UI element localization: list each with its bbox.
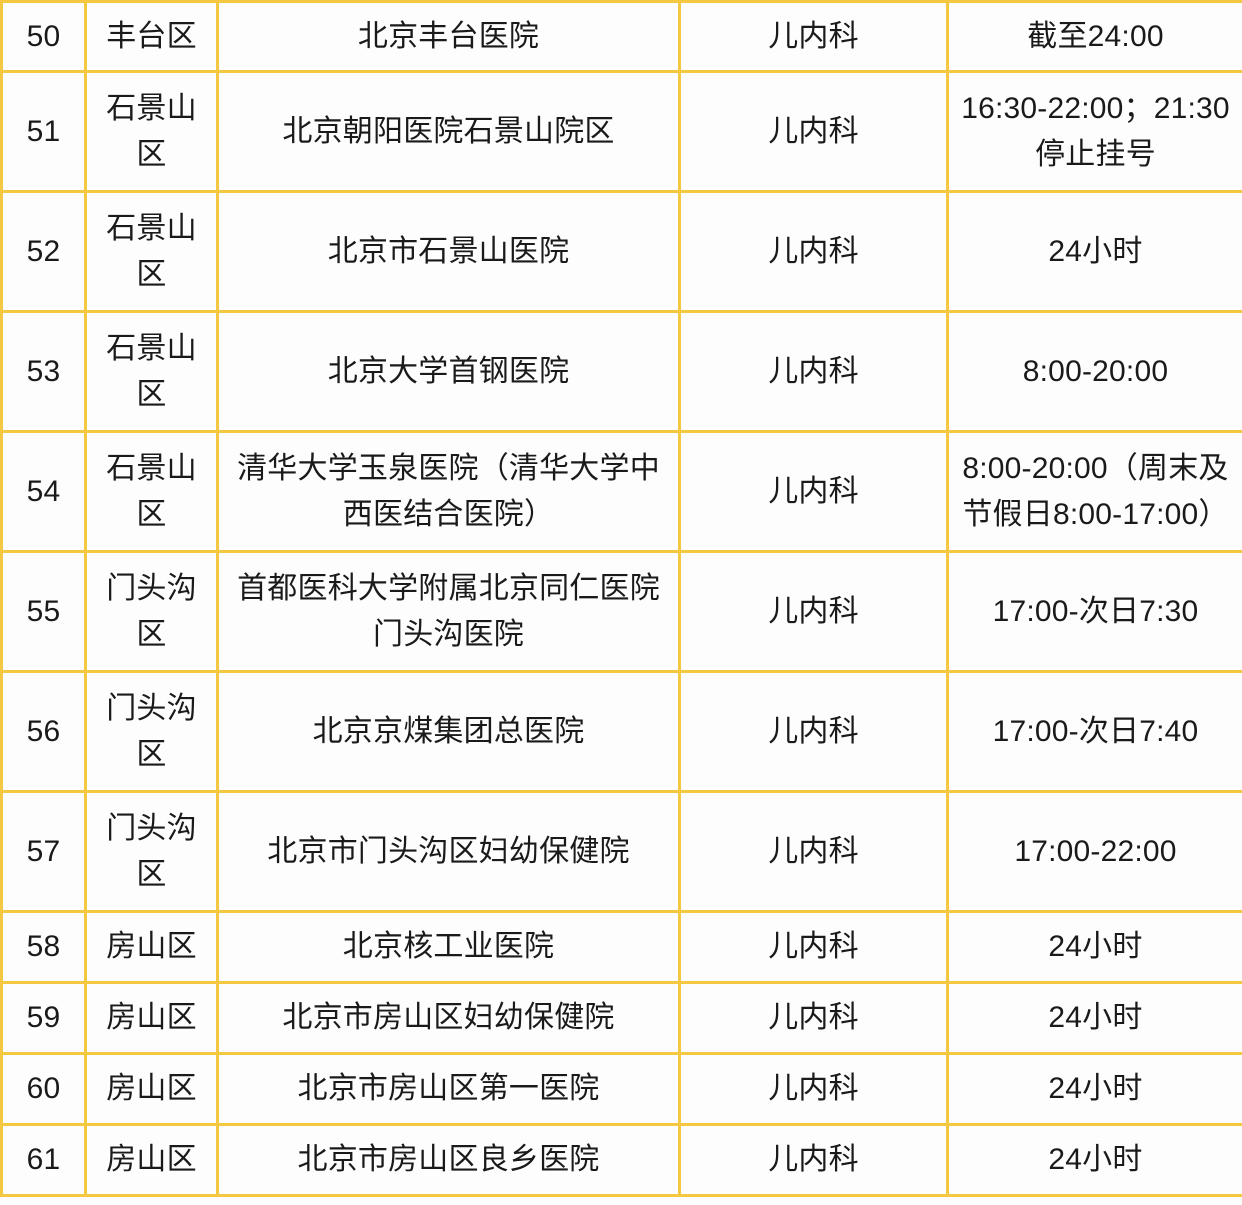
cell-index: 55 xyxy=(0,550,87,673)
cell-index: 61 xyxy=(0,1123,87,1197)
cell-hospital: 北京核工业医院 xyxy=(216,910,681,984)
table-row: 51 石景山区 北京朝阳医院石景山院区 儿内科 16:30-22:00；21:30停止挂… xyxy=(0,70,1242,193)
cell-index: 50 xyxy=(0,0,87,73)
cell-district: 房山区 xyxy=(84,981,219,1055)
table-row: 50 丰台区 北京丰台医院 儿内科 截至24:00 xyxy=(0,0,1242,73)
cell-department: 儿内科 xyxy=(678,670,949,793)
cell-index: 60 xyxy=(0,1052,87,1126)
cell-hours: 8:00-20:00 xyxy=(946,310,1242,433)
cell-department: 儿内科 xyxy=(678,1123,949,1197)
cell-department: 儿内科 xyxy=(678,790,949,913)
cell-hours: 17:00-次日7:30 xyxy=(946,550,1242,673)
cell-district: 石景山区 xyxy=(84,70,219,193)
cell-department: 儿内科 xyxy=(678,910,949,984)
cell-district: 门头沟区 xyxy=(84,670,219,793)
table-row: 58 房山区 北京核工业医院 儿内科 24小时 xyxy=(0,910,1242,984)
cell-department: 儿内科 xyxy=(678,981,949,1055)
cell-hours: 24小时 xyxy=(946,190,1242,313)
cell-hours: 24小时 xyxy=(946,981,1242,1055)
cell-district: 石景山区 xyxy=(84,430,219,553)
cell-department: 儿内科 xyxy=(678,310,949,433)
cell-district: 门头沟区 xyxy=(84,550,219,673)
cell-district: 房山区 xyxy=(84,1052,219,1126)
table-row: 53 石景山区 北京大学首钢医院 儿内科 8:00-20:00 xyxy=(0,310,1242,433)
cell-index: 58 xyxy=(0,910,87,984)
cell-hours: 24小时 xyxy=(946,1123,1242,1197)
cell-hospital: 清华大学玉泉医院（清华大学中西医结合医院） xyxy=(216,430,681,553)
cell-department: 儿内科 xyxy=(678,70,949,193)
cell-district: 房山区 xyxy=(84,910,219,984)
cell-district: 石景山区 xyxy=(84,190,219,313)
table-row: 57 门头沟区 北京市门头沟区妇幼保健院 儿内科 17:00-22:00 xyxy=(0,790,1242,913)
cell-index: 57 xyxy=(0,790,87,913)
cell-hours: 17:00-次日7:40 xyxy=(946,670,1242,793)
cell-hospital: 首都医科大学附属北京同仁医院门头沟医院 xyxy=(216,550,681,673)
cell-hospital: 北京大学首钢医院 xyxy=(216,310,681,433)
cell-index: 53 xyxy=(0,310,87,433)
cell-index: 54 xyxy=(0,430,87,553)
cell-hours: 17:00-22:00 xyxy=(946,790,1242,913)
cell-hospital: 北京市石景山医院 xyxy=(216,190,681,313)
cell-department: 儿内科 xyxy=(678,1052,949,1126)
cell-district: 房山区 xyxy=(84,1123,219,1197)
cell-hours: 8:00-20:00（周末及节假日8:00-17:00） xyxy=(946,430,1242,553)
cell-department: 儿内科 xyxy=(678,190,949,313)
cell-district: 门头沟区 xyxy=(84,790,219,913)
table-row: 55 门头沟区 首都医科大学附属北京同仁医院门头沟医院 儿内科 17:00-次日7:30 xyxy=(0,550,1242,673)
cell-hours: 24小时 xyxy=(946,910,1242,984)
table-row: 59 房山区 北京市房山区妇幼保健院 儿内科 24小时 xyxy=(0,981,1242,1055)
cell-district: 石景山区 xyxy=(84,310,219,433)
cell-hospital: 北京朝阳医院石景山院区 xyxy=(216,70,681,193)
cell-index: 56 xyxy=(0,670,87,793)
cell-index: 59 xyxy=(0,981,87,1055)
cell-hours: 16:30-22:00；21:30停止挂号 xyxy=(946,70,1242,193)
cell-hospital: 北京丰台医院 xyxy=(216,0,681,73)
cell-department: 儿内科 xyxy=(678,550,949,673)
cell-hospital: 北京市门头沟区妇幼保健院 xyxy=(216,790,681,913)
table-row: 60 房山区 北京市房山区第一医院 儿内科 24小时 xyxy=(0,1052,1242,1126)
table-row: 54 石景山区 清华大学玉泉医院（清华大学中西医结合医院） 儿内科 8:00-20:00… xyxy=(0,430,1242,553)
cell-hospital: 北京京煤集团总医院 xyxy=(216,670,681,793)
table-row: 61 房山区 北京市房山区良乡医院 儿内科 24小时 xyxy=(0,1123,1242,1197)
cell-hospital: 北京市房山区妇幼保健院 xyxy=(216,981,681,1055)
table-row: 56 门头沟区 北京京煤集团总医院 儿内科 17:00-次日7:40 xyxy=(0,670,1242,793)
cell-hours: 截至24:00 xyxy=(946,0,1242,73)
cell-department: 儿内科 xyxy=(678,430,949,553)
cell-hospital: 北京市房山区第一医院 xyxy=(216,1052,681,1126)
cell-index: 52 xyxy=(0,190,87,313)
cell-district: 丰台区 xyxy=(84,0,219,73)
table-row: 52 石景山区 北京市石景山医院 儿内科 24小时 xyxy=(0,190,1242,313)
cell-hospital: 北京市房山区良乡医院 xyxy=(216,1123,681,1197)
cell-hours: 24小时 xyxy=(946,1052,1242,1126)
cell-department: 儿内科 xyxy=(678,0,949,73)
cell-index: 51 xyxy=(0,70,87,193)
